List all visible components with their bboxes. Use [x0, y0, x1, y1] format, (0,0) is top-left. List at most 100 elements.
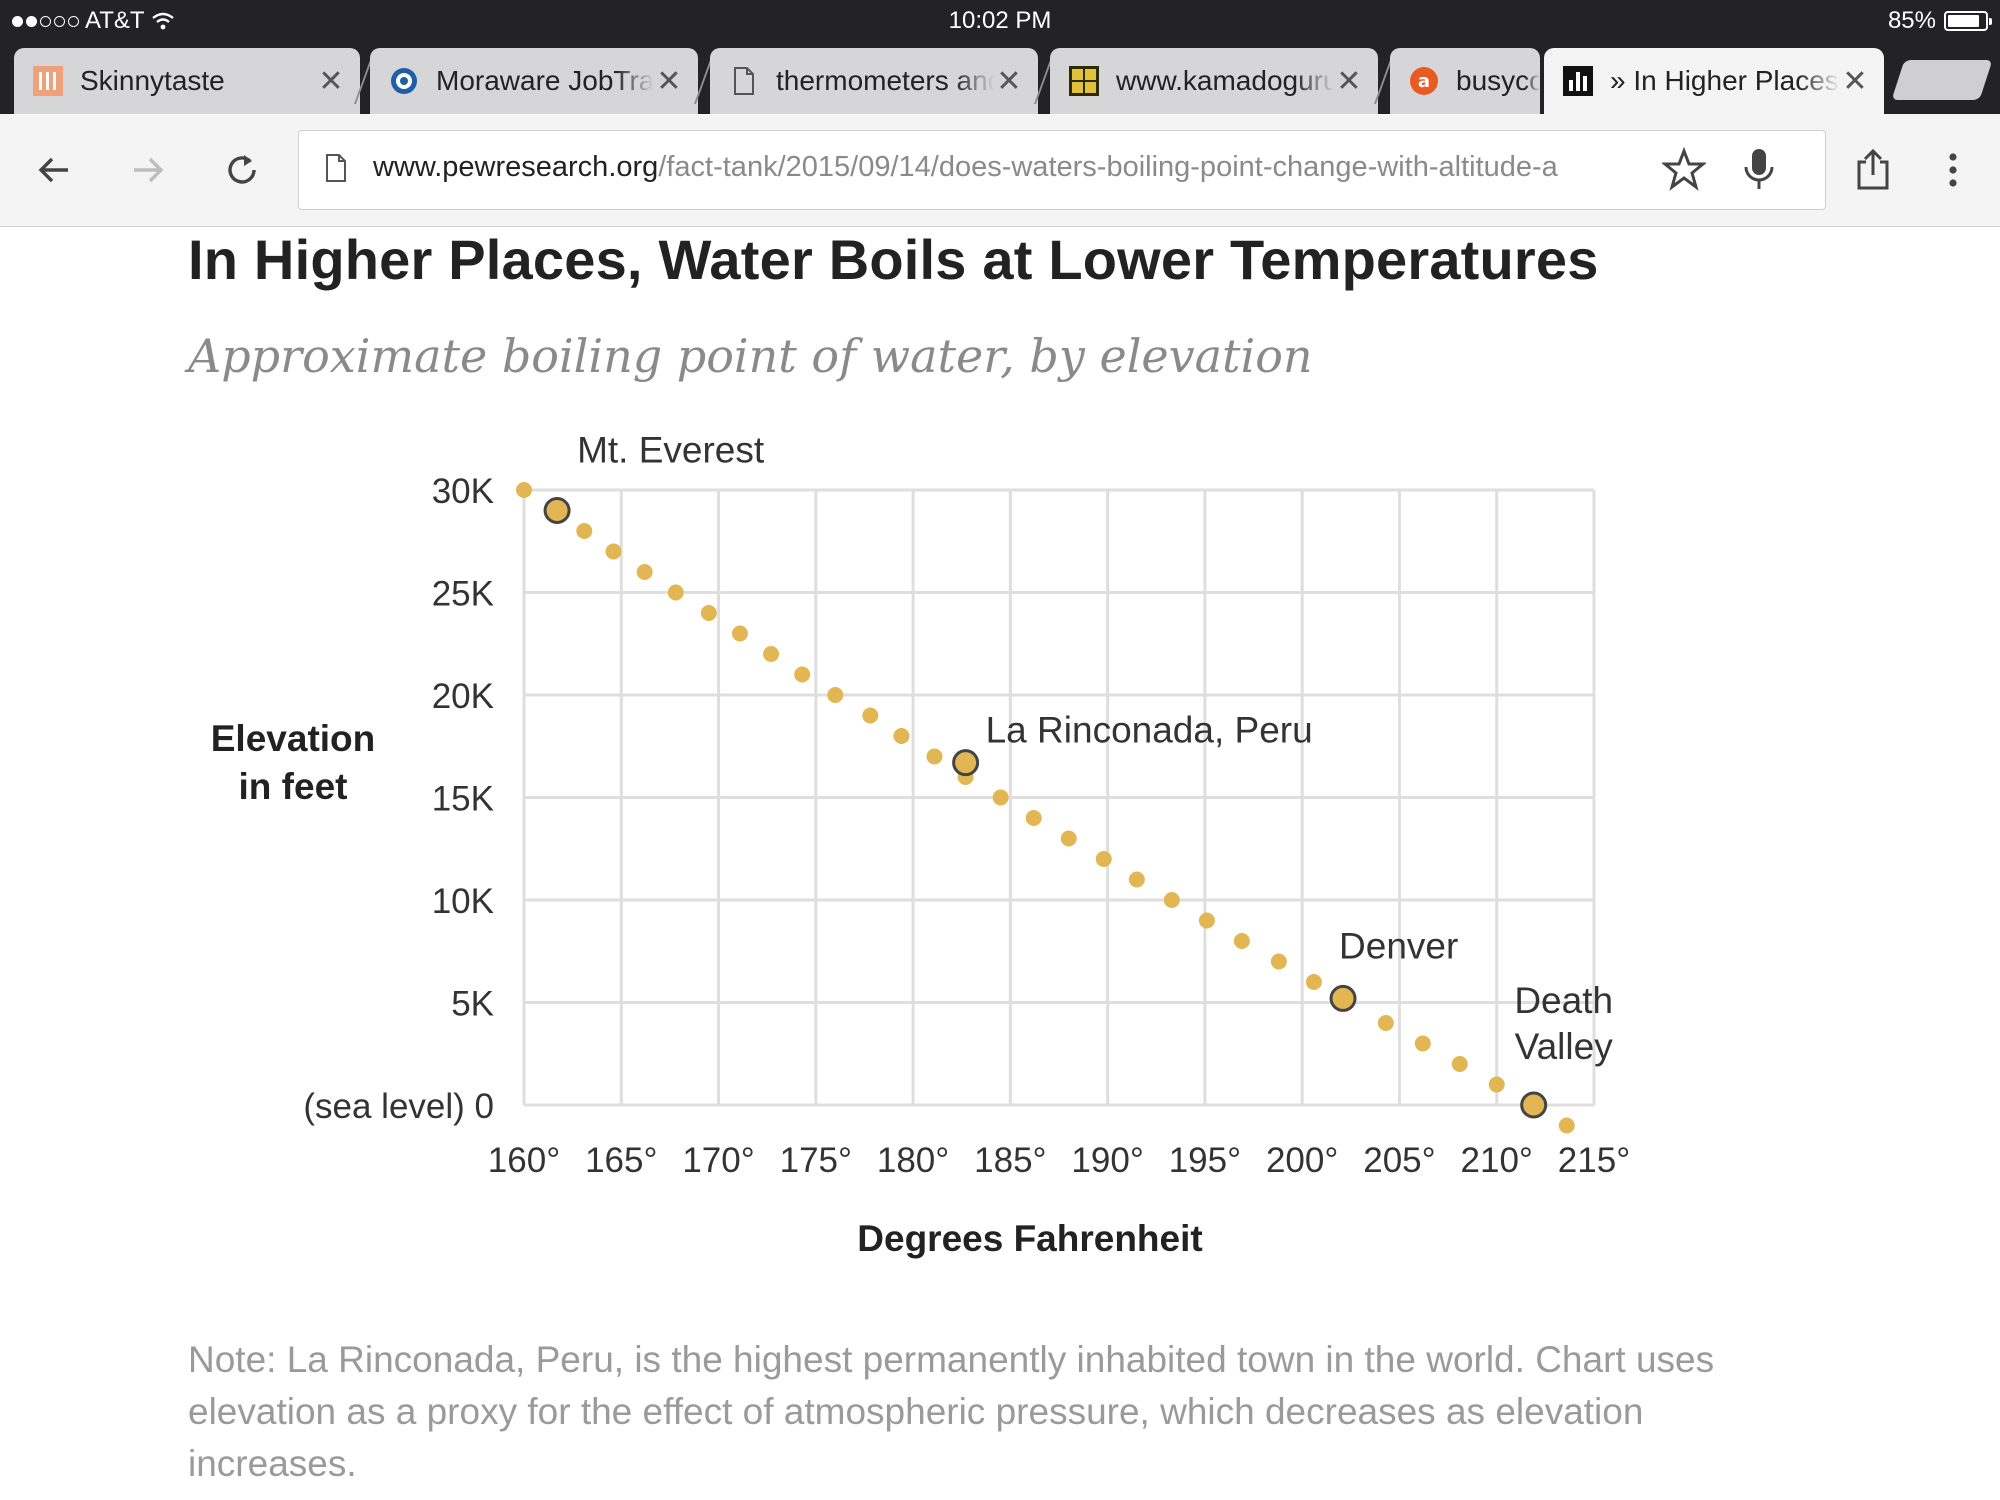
- tab-thermometers[interactable]: thermometers and ✕: [710, 48, 1038, 114]
- tab-busycooks[interactable]: a busycooks: [1390, 48, 1540, 114]
- y-tick-label: 20K: [432, 677, 494, 716]
- data-point: [516, 482, 532, 498]
- data-point: [700, 605, 717, 621]
- y-tick-labels: (sea level) 0 5K 10K 15K 20K 25K 30K: [303, 472, 494, 1126]
- moraware-favicon: [388, 65, 420, 97]
- x-tick-label: 195°: [1169, 1141, 1241, 1180]
- x-tick-label: 170°: [682, 1141, 754, 1180]
- data-point: [926, 748, 943, 765]
- data-point: [1377, 1015, 1394, 1031]
- data-point: [605, 543, 622, 560]
- tab-moraware[interactable]: Moraware JobTracker ✕: [370, 48, 698, 114]
- highlight-label: Denver: [1339, 925, 1458, 966]
- data-point: [576, 523, 593, 539]
- boiling-point-chart: Mt. Everest La Rinconada, Peru Denver Death…: [211, 430, 1630, 1260]
- tab-title: busycooks: [1456, 65, 1540, 96]
- highlight-label: Death Valley: [1514, 980, 1613, 1067]
- x-tick-label: 200°: [1266, 1141, 1338, 1180]
- tab-skinnytaste[interactable]: Skinnytaste ✕: [14, 48, 360, 114]
- data-point: [1558, 1117, 1575, 1134]
- chart-highlights: Mt. Everest La Rinconada, Peru Denver Death…: [543, 430, 1613, 1119]
- about-favicon: a: [1408, 65, 1440, 97]
- close-icon[interactable]: ✕: [1842, 64, 1868, 98]
- battery-indicator: 85%: [1887, 7, 1992, 35]
- tab-title: Skinnytaste: [80, 65, 225, 96]
- data-point: [893, 728, 910, 744]
- tab-kamadoguru[interactable]: www.kamadoguru ✕: [1050, 48, 1378, 114]
- close-icon[interactable]: ✕: [318, 64, 344, 98]
- data-point: [1060, 830, 1077, 847]
- data-point: [1414, 1035, 1431, 1052]
- x-tick-label: 210°: [1461, 1141, 1533, 1180]
- tab-title: Moraware JobTracker: [436, 65, 654, 96]
- x-tick-label: 190°: [1071, 1141, 1143, 1180]
- data-point: [1163, 892, 1180, 908]
- data-point: [1270, 953, 1287, 970]
- chart-subtitle: Approximate boiling point of water, by e…: [188, 329, 1313, 383]
- y-tick-label: 10K: [432, 882, 494, 921]
- x-tick-label: 175°: [780, 1141, 852, 1180]
- browser-toolbar: www.pewresearch.org/fact-tank/2015/09/14…: [0, 114, 2000, 227]
- guru-favicon: [1068, 65, 1100, 97]
- arrow-left-icon: [38, 157, 68, 183]
- y-axis-label: Elevation in feet: [211, 718, 376, 807]
- tab-title: » In Higher Places: [1610, 65, 1839, 96]
- back-button[interactable]: [26, 142, 82, 198]
- x-tick-labels: 160° 165° 170° 175° 180° 185° 190° 195° 200° 205°…: [488, 1141, 1630, 1180]
- battery-percent: 85%: [1887, 7, 1936, 34]
- new-tab-button[interactable]: [1891, 60, 1993, 100]
- highlight-label: La Rinconada, Peru: [986, 710, 1313, 751]
- data-point: [1025, 810, 1042, 826]
- page-icon: [325, 153, 347, 188]
- data-point: [1488, 1076, 1505, 1093]
- close-icon[interactable]: ✕: [656, 64, 682, 98]
- data-point: [636, 564, 653, 580]
- battery-icon: [1944, 11, 1992, 31]
- close-icon[interactable]: ✕: [996, 64, 1022, 98]
- more-vert-icon: [1949, 153, 1957, 187]
- data-point: [827, 687, 844, 703]
- x-tick-label: 185°: [974, 1141, 1046, 1180]
- x-axis-label: Degrees Fahrenheit: [857, 1218, 1202, 1259]
- data-point: [794, 666, 811, 683]
- reload-icon: [228, 155, 256, 184]
- data-point: [1233, 933, 1250, 949]
- y-tick-label: 30K: [432, 472, 494, 511]
- chart-favicon: [1562, 65, 1594, 97]
- url-text[interactable]: www.pewresearch.org/fact-tank/2015/09/14…: [373, 151, 1653, 184]
- clock: 10:02 PM: [948, 7, 1052, 34]
- highlight-point: [1329, 984, 1357, 1012]
- data-point: [862, 707, 879, 724]
- x-tick-label: 160°: [488, 1141, 560, 1180]
- highlight-point: [1520, 1091, 1548, 1119]
- data-point: [731, 625, 748, 642]
- tab-title: www.kamadoguru: [1116, 65, 1334, 96]
- data-point: [1095, 851, 1112, 867]
- close-icon[interactable]: ✕: [1336, 64, 1362, 98]
- data-point: [1128, 871, 1145, 888]
- highlight-label: Mt. Everest: [577, 430, 765, 471]
- tab-strip: Skinnytaste ✕ Moraware JobTracker ✕ ther…: [0, 40, 2000, 114]
- address-bar[interactable]: www.pewresearch.org/fact-tank/2015/09/14…: [298, 130, 1826, 210]
- arrow-right-icon: [134, 157, 164, 183]
- url-path: /fact-tank/2015/09/14/does-waters-boilin…: [658, 151, 1558, 183]
- share-icon: [1857, 148, 1889, 190]
- forward-button[interactable]: [120, 142, 176, 198]
- tab-in-higher-places[interactable]: » In Higher Places ✕: [1544, 48, 1884, 114]
- signal-icon: [12, 15, 79, 27]
- microphone-icon[interactable]: [1739, 147, 1779, 196]
- bookmark-star-icon[interactable]: [1660, 146, 1708, 196]
- carrier-indicator: AT&T: [12, 7, 175, 35]
- x-tick-label: 205°: [1363, 1141, 1435, 1180]
- y-tick-label: (sea level) 0: [303, 1087, 494, 1126]
- data-point: [763, 646, 780, 662]
- data-point: [1305, 974, 1322, 990]
- menu-button[interactable]: [1925, 142, 1981, 198]
- reload-button[interactable]: [214, 142, 270, 198]
- highlight-point: [952, 749, 980, 777]
- chart-note: Note: La Rinconada, Peru, is the highest…: [188, 1339, 1715, 1484]
- share-button[interactable]: [1845, 142, 1901, 198]
- highlight-point: [543, 497, 571, 524]
- carrier-name: AT&T: [85, 7, 145, 34]
- status-bar: AT&T 10:02 PM 85%: [0, 0, 2000, 40]
